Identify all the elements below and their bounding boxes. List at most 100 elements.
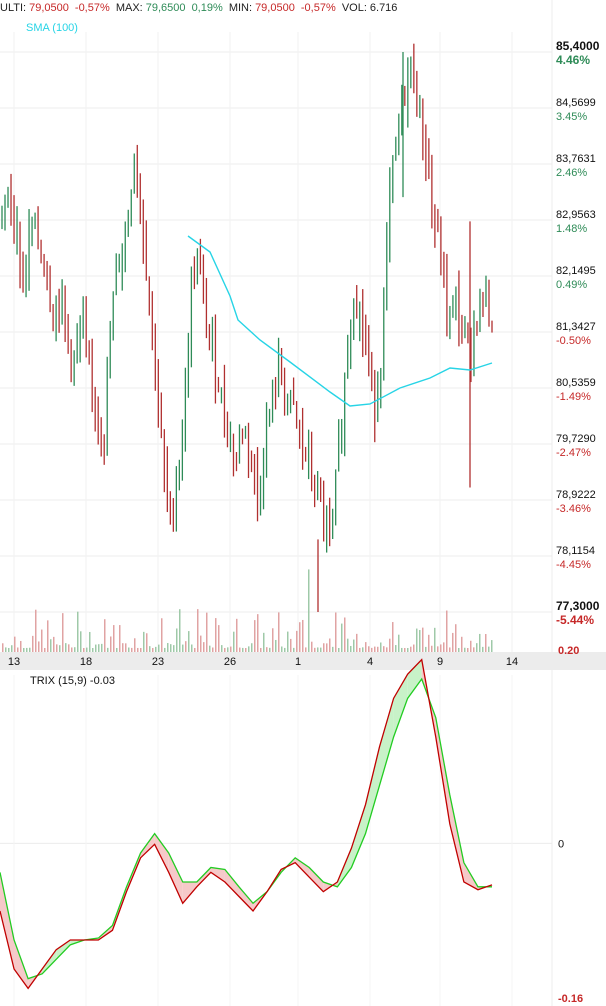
volume-bar bbox=[434, 627, 436, 652]
volume-bar bbox=[443, 642, 445, 652]
volume-bar bbox=[236, 618, 238, 652]
volume-bar bbox=[200, 635, 202, 652]
max-change: 0,19% bbox=[191, 2, 223, 14]
price-tick-label: 83,7631 bbox=[556, 153, 596, 165]
volume-bar bbox=[383, 646, 385, 652]
trix-fill bbox=[365, 746, 380, 834]
volume-bar bbox=[122, 643, 124, 652]
volume-bar bbox=[257, 614, 259, 652]
volume-bar bbox=[110, 636, 112, 652]
volume-bar bbox=[20, 640, 22, 652]
volume-bar bbox=[485, 634, 487, 652]
volume-bar bbox=[272, 628, 274, 652]
volume-bar bbox=[59, 645, 61, 652]
volume-bar bbox=[278, 612, 280, 652]
trix-tick-label: 0 bbox=[558, 838, 564, 850]
trix-line bbox=[0, 658, 493, 990]
volume-bar bbox=[92, 648, 94, 652]
volume-bar bbox=[29, 647, 31, 652]
volume-bar bbox=[245, 647, 247, 652]
volume-bar bbox=[440, 644, 442, 652]
min-label: MIN: bbox=[228, 2, 253, 14]
volume-bar bbox=[80, 631, 82, 652]
volume-bar bbox=[482, 646, 484, 652]
trix-tick-label: 0.20 bbox=[558, 645, 579, 657]
trix-fill bbox=[309, 867, 324, 892]
volume-bar bbox=[53, 636, 55, 652]
volume-bar bbox=[38, 641, 40, 652]
trix-fill bbox=[449, 795, 464, 882]
volume-bar bbox=[320, 647, 322, 652]
volume-bar bbox=[206, 612, 208, 652]
volume-bar bbox=[419, 630, 421, 652]
volume-bar bbox=[491, 640, 493, 652]
volume-bar bbox=[302, 619, 304, 652]
volume-bar bbox=[134, 638, 136, 652]
volume-bar bbox=[197, 609, 199, 652]
volume-bar bbox=[296, 630, 298, 652]
volume-bar bbox=[35, 609, 37, 652]
volume-bar bbox=[377, 646, 379, 652]
trix-fill bbox=[435, 717, 450, 824]
volume-bar bbox=[227, 647, 229, 652]
price-pct-label: 1.48% bbox=[556, 223, 587, 235]
price-pct-label: -2.47% bbox=[556, 447, 591, 459]
volume-bar bbox=[221, 645, 223, 652]
volume-bar bbox=[347, 638, 349, 652]
trix-fill bbox=[168, 853, 183, 904]
volume-bar bbox=[194, 647, 196, 652]
volume-bar bbox=[251, 643, 253, 652]
last-label: ULTI: bbox=[0, 2, 27, 14]
volume-bar bbox=[203, 642, 205, 652]
volume-bar bbox=[344, 617, 346, 652]
volume-bar bbox=[248, 646, 250, 652]
volume-bar bbox=[74, 647, 76, 652]
volume-bar bbox=[452, 632, 454, 652]
volume-bar bbox=[11, 645, 13, 652]
trix-fill bbox=[407, 659, 422, 699]
volume-bar bbox=[131, 647, 133, 652]
volume-bar bbox=[341, 623, 343, 652]
last-value: 79,0500 bbox=[29, 2, 69, 14]
volume-bar bbox=[89, 631, 91, 652]
trix-fill bbox=[154, 833, 169, 873]
trix-fill bbox=[14, 940, 29, 989]
volume-bar bbox=[356, 633, 358, 652]
price-pct-label: -1.49% bbox=[556, 391, 591, 403]
volume-bar bbox=[308, 569, 310, 652]
volume-bar bbox=[242, 647, 244, 652]
price-pct-label: -4.45% bbox=[556, 559, 591, 571]
volume-bar bbox=[239, 647, 241, 652]
volume-bar bbox=[332, 646, 334, 652]
min-value: 79,0500 bbox=[255, 2, 295, 14]
volume-bar bbox=[353, 639, 355, 652]
volume-bar bbox=[65, 643, 67, 652]
volume-bar bbox=[326, 643, 328, 652]
volume-bar bbox=[305, 647, 307, 652]
volume-bar bbox=[374, 646, 376, 652]
price-pct-label: 3.45% bbox=[556, 111, 587, 123]
volume-bar bbox=[140, 648, 142, 652]
volume-bar bbox=[470, 640, 472, 652]
volume-bar bbox=[458, 647, 460, 652]
volume-bar bbox=[113, 625, 115, 652]
max-value: 79,6500 bbox=[145, 2, 186, 14]
volume-bar bbox=[455, 624, 457, 652]
price-tick-label: 78,1154 bbox=[556, 545, 595, 557]
volume-bar bbox=[401, 647, 403, 652]
volume-bar bbox=[155, 646, 157, 652]
trix-signal-line bbox=[0, 677, 492, 980]
volume-bar bbox=[380, 642, 382, 652]
volume-bar bbox=[233, 631, 235, 652]
volume-bar bbox=[83, 647, 85, 652]
price-pct-label: -3.46% bbox=[556, 503, 591, 515]
volume-bar bbox=[263, 632, 265, 652]
volume-bar bbox=[284, 647, 286, 652]
volume-bar bbox=[161, 618, 163, 652]
volume-bar bbox=[188, 631, 190, 652]
price-tick-label: 81,3427 bbox=[556, 321, 596, 333]
volume-bar bbox=[215, 618, 217, 652]
volume-bar bbox=[230, 646, 232, 652]
trix-legend: TRIX (15,9) -0.03 bbox=[30, 675, 115, 687]
